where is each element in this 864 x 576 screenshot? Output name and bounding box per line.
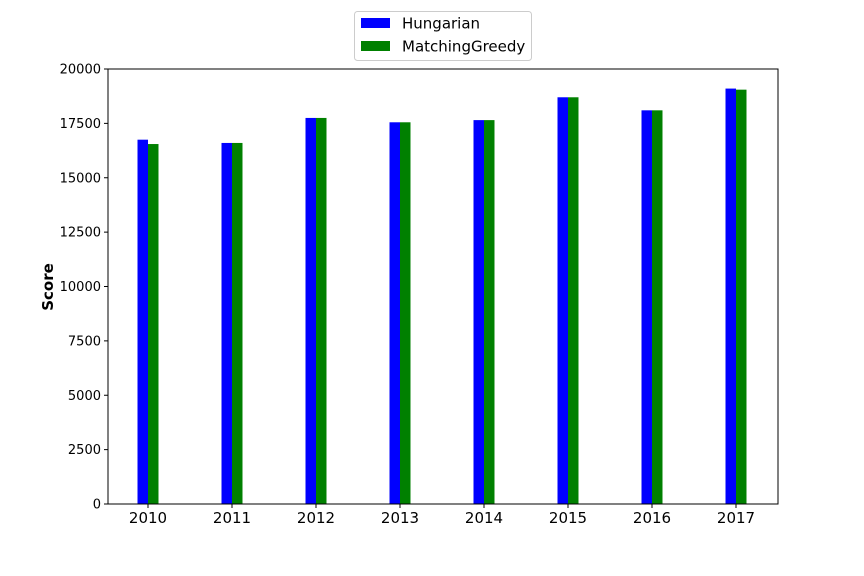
bar-hungarian-2012 [305, 117, 316, 504]
legend-label-matchinggreedy: MatchingGreedy [402, 38, 525, 56]
bar-hungarian-2010 [137, 139, 148, 504]
x-tick-label: 2016 [633, 509, 671, 527]
x-tick-label: 2017 [717, 509, 755, 527]
x-tick-label: 2012 [297, 509, 335, 527]
y-tick-label: 15000 [60, 171, 101, 186]
bar-matchinggreedy-2012 [316, 117, 327, 504]
bar-matchinggreedy-2017 [736, 89, 747, 504]
bar-matchinggreedy-2015 [568, 97, 579, 505]
y-tick-label: 12500 [60, 226, 101, 241]
bar-hungarian-2017 [725, 88, 736, 504]
y-tick-label: 20000 [60, 63, 101, 78]
y-axis-label: Score [39, 263, 57, 311]
y-tick-label: 7500 [68, 334, 101, 349]
x-tick-label: 2015 [549, 509, 587, 527]
y-tick-label: 0 [93, 498, 101, 513]
y-tick-label: 5000 [68, 389, 101, 404]
bar-matchinggreedy-2014 [484, 120, 495, 505]
bar-matchinggreedy-2011 [232, 142, 243, 504]
y-axis: 0 2500 5000 7500 10000 12500 15000 17500 20000 [60, 63, 108, 513]
x-tick-label: 2013 [381, 509, 419, 527]
plot-area-frame [107, 68, 779, 505]
x-tick-label: 2011 [213, 509, 251, 527]
bar-matchinggreedy-2013 [400, 122, 411, 504]
bar-hungarian-2016 [641, 110, 652, 504]
legend-swatch-hungarian [361, 18, 390, 28]
bar-matchinggreedy-2010 [148, 144, 159, 504]
legend-label-hungarian: Hungarian [402, 15, 480, 33]
x-axis: 2010 2011 2012 2013 2014 2015 2016 2017 [129, 504, 755, 527]
bar-hungarian-2013 [389, 122, 400, 504]
bar-hungarian-2014 [473, 120, 484, 505]
legend-swatch-matchinggreedy [361, 41, 390, 51]
bar-hungarian-2011 [221, 142, 232, 504]
y-tick-label: 17500 [60, 117, 101, 132]
bar-matchinggreedy-2016 [652, 110, 663, 504]
y-tick-label: 2500 [68, 443, 101, 458]
bar-hungarian-2015 [557, 97, 568, 505]
legend: Hungarian MatchingGreedy [354, 11, 532, 61]
legend-box [354, 11, 532, 61]
x-tick-label: 2014 [465, 509, 503, 527]
y-tick-label: 10000 [60, 280, 101, 295]
x-tick-label: 2010 [129, 509, 167, 527]
bars-group [137, 88, 747, 505]
